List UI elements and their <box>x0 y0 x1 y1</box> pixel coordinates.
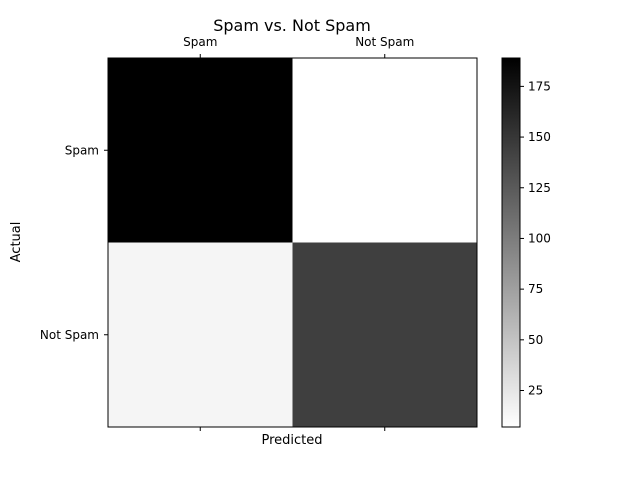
y-axis-ticks: Spam Not Spam <box>40 143 108 342</box>
x-axis-ticks: Spam Not Spam <box>183 35 414 431</box>
heatmap-cell <box>108 58 293 243</box>
y-tick-label: Not Spam <box>40 328 99 342</box>
chart-title: Spam vs. Not Spam <box>213 16 371 35</box>
y-tick-label: Spam <box>65 143 99 157</box>
x-axis-label: Predicted <box>261 433 322 448</box>
colorbar-tick-label: 25 <box>528 384 543 398</box>
colorbar-tick-label: 150 <box>528 130 551 144</box>
colorbar-gradient <box>501 57 521 428</box>
y-axis-label: Actual <box>9 222 24 263</box>
plot-frame <box>107 57 478 428</box>
x-tick-label: Spam <box>183 35 217 49</box>
colorbar-ticks: 25 50 75 100 125 150 175 <box>520 79 551 398</box>
colorbar-tick-label: 175 <box>528 79 551 93</box>
x-tick-label: Not Spam <box>355 35 414 49</box>
colorbar-tick-label: 50 <box>528 333 543 347</box>
heatmap-cell <box>108 242 293 427</box>
heatmap-cell <box>292 242 477 427</box>
colorbar: 25 50 75 100 125 150 175 <box>501 57 551 428</box>
colorbar-tick-label: 125 <box>528 181 551 195</box>
heatmap-cell <box>292 58 477 243</box>
colorbar-tick-label: 100 <box>528 231 551 245</box>
heatmap-cells <box>108 58 477 427</box>
colorbar-tick-label: 75 <box>528 282 543 296</box>
